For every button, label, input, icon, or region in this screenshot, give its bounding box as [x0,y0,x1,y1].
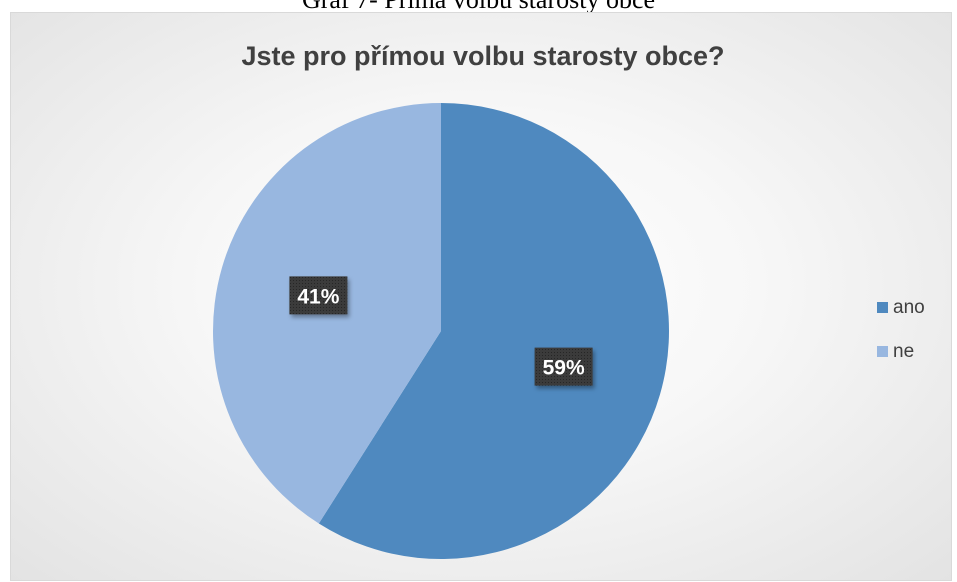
legend-swatch [877,302,888,313]
figure-caption: Graf 7- Přímá volbu starosty obce [0,0,957,13]
legend-label: ne [893,341,914,362]
legend-item-ne: ne [877,341,914,362]
data-label-text: 41% [297,285,339,308]
pie-slices [212,102,669,559]
chart-title: Jste pro přímou volbu starosty obce? [241,41,724,71]
chart-area: Jste pro přímou volbu starosty obce? 59%… [10,12,952,581]
legend-swatch [877,346,888,357]
data-label-text: 59% [543,357,585,380]
data-labels: 59% 41% [289,276,593,386]
data-label-box [534,347,593,386]
data-label-box [289,276,348,315]
pie-slice-ano [318,103,669,559]
pie-chart: Jste pro přímou volbu starosty obce? 59%… [212,41,925,559]
legend: ano ne [877,297,925,362]
data-label-ne: 41% [289,276,348,315]
legend-item-ano: ano [877,297,925,318]
data-label-ano: 59% [534,347,593,386]
legend-label: ano [893,297,925,318]
